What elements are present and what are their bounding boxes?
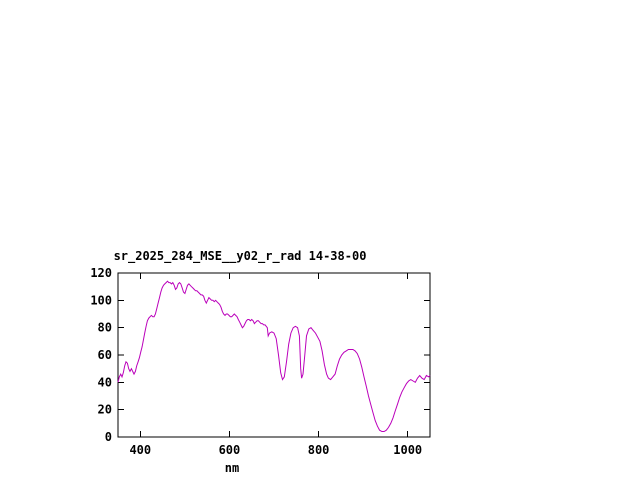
y-tick-label: 0 [105,430,112,444]
x-axis-label: nm [224,461,240,475]
y-tick-label: 20 [98,403,112,417]
plot-border [117,272,431,438]
y-tick-label: 80 [98,321,112,335]
y-tick-label: 40 [98,375,112,389]
spectrum-line [117,280,431,432]
y-tick-label: 120 [90,266,112,280]
y-tick-label: 60 [98,348,112,362]
chart-title: sr_2025_284_MSE__y02_r_rad 14-38-00 [113,249,367,263]
x-tick-label: 400 [129,443,151,457]
x-tick-label: 800 [308,443,330,457]
y-tick-label: 100 [90,293,112,307]
x-tick-label: 600 [219,443,241,457]
x-tick-label: 1000 [393,443,422,457]
